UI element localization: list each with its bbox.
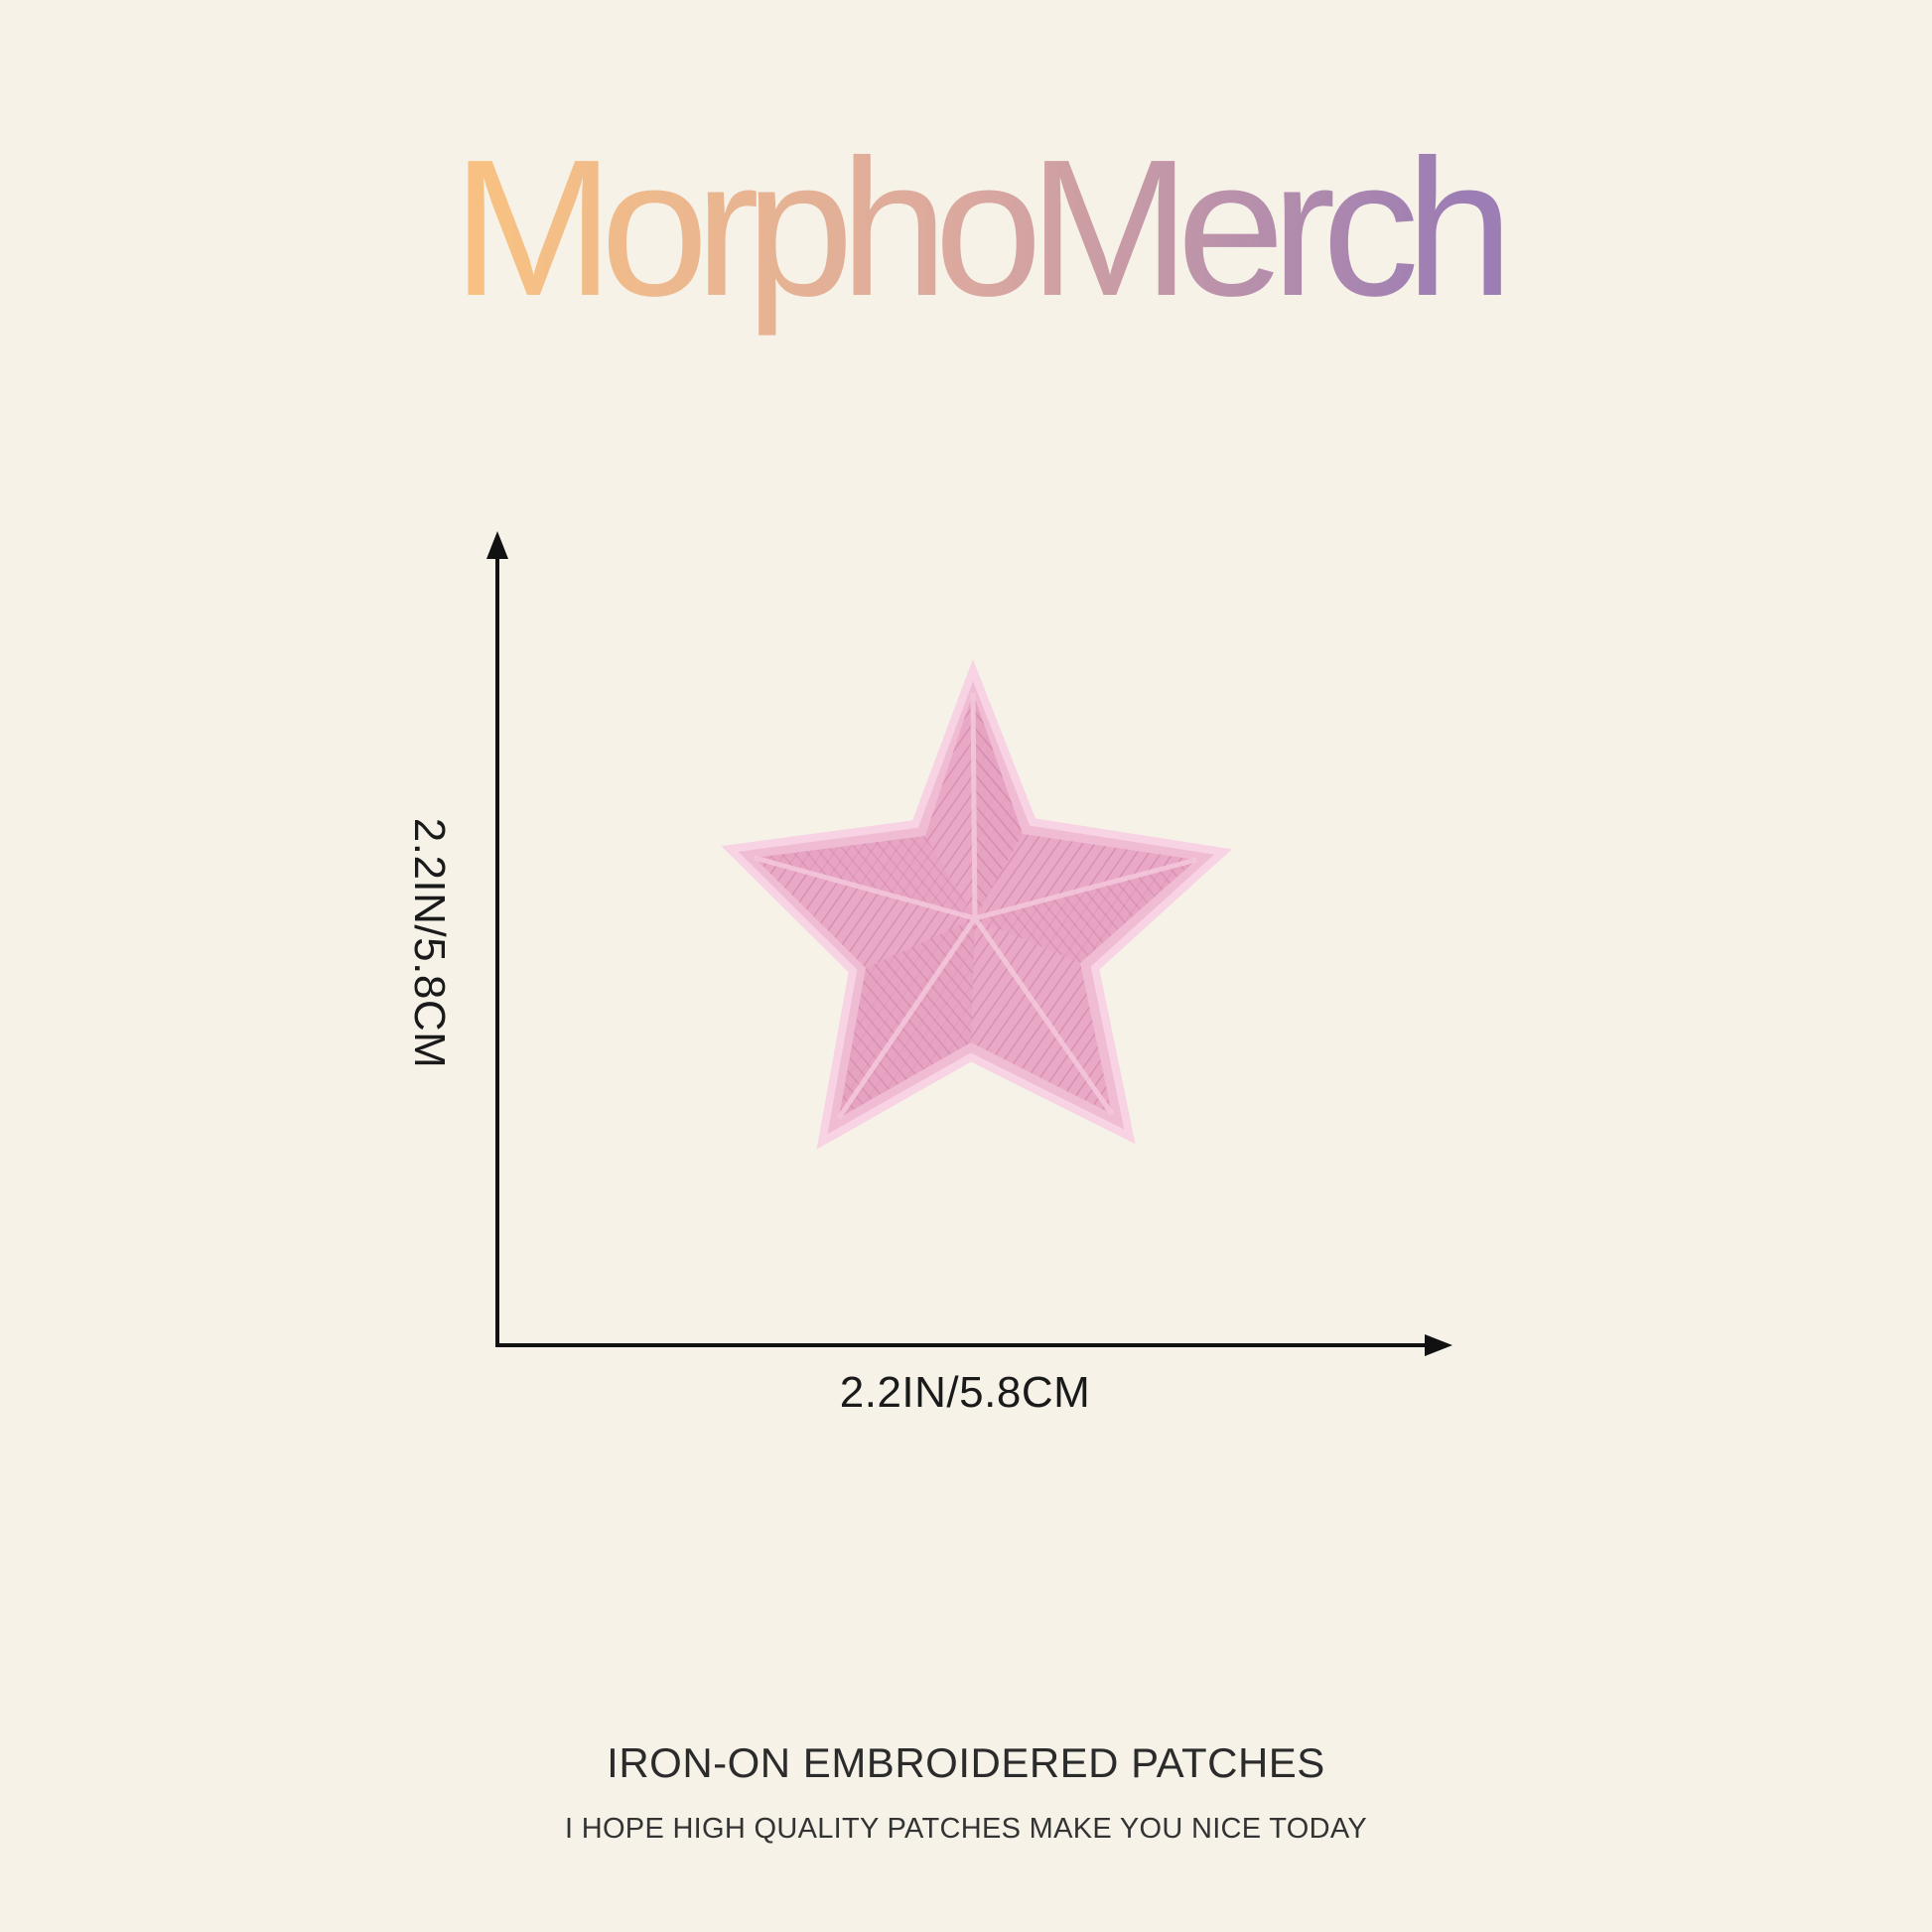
brand-logo-graphic: MorphoMerch xyxy=(452,119,1515,337)
brand-name: MorphoMerch xyxy=(452,119,1501,337)
pink-star-patch-icon xyxy=(721,658,1232,1150)
width-label-text: 2.2IN/5.8CM xyxy=(839,1368,1091,1417)
brand-logo: MorphoMerch xyxy=(0,0,1932,357)
product-title: IRON-ON EMBROIDERED PATCHES xyxy=(607,1739,1325,1786)
arrow-up-icon xyxy=(486,531,508,559)
arrow-right-icon xyxy=(1425,1334,1452,1356)
product-tagline: I HOPE HIGH QUALITY PATCHES MAKE YOU NIC… xyxy=(564,1813,1368,1845)
height-label-text: 2.2IN/5.8CM xyxy=(405,817,454,1069)
